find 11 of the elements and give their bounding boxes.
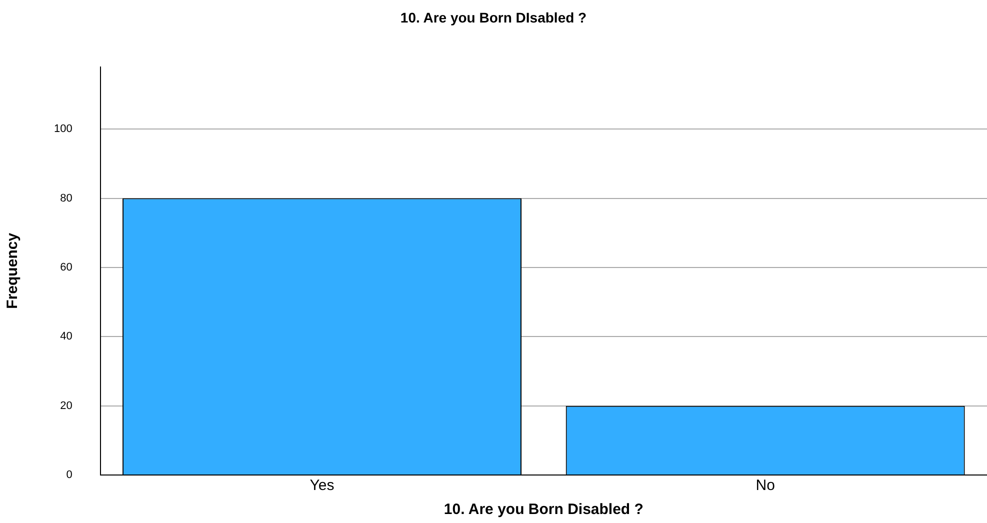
y-tick-label: 100 <box>54 123 72 136</box>
y-tick-label: 0 <box>66 469 72 482</box>
chart-title: 10. Are you Born DIsabled ? <box>400 9 587 26</box>
x-tick-label: Yes <box>310 477 334 494</box>
y-tick-label: 20 <box>60 400 72 412</box>
y-axis-title: Frequency <box>4 232 22 309</box>
x-tick-label: No <box>756 477 775 494</box>
x-axis-title: 10. Are you Born Disabled ? <box>444 501 644 518</box>
y-tick-label: 40 <box>60 330 72 343</box>
y-tick-label: 60 <box>60 261 72 274</box>
y-tick-label: 80 <box>60 192 72 204</box>
